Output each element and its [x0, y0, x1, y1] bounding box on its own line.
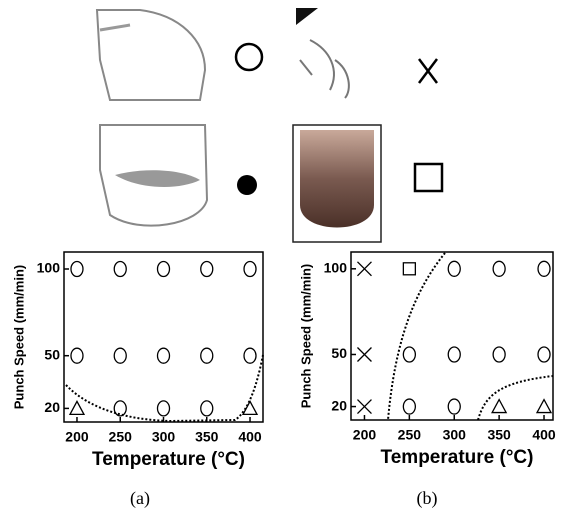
point-circle [158, 348, 170, 363]
x-tick-label: 300 [443, 427, 467, 443]
photo-cross [296, 8, 349, 98]
point-circle [114, 262, 126, 277]
point-cross [357, 400, 371, 414]
legend-square [415, 164, 442, 191]
point-circle [493, 261, 505, 276]
point-triangle [537, 400, 551, 413]
point-square [403, 263, 415, 275]
boundary-curve [66, 355, 263, 421]
y-tick-label: 100 [37, 260, 61, 276]
plot-frame [351, 252, 553, 420]
y-tick-label: 20 [44, 399, 60, 415]
point-circle [403, 347, 415, 362]
x-tick-label: 400 [532, 427, 556, 443]
x-tick-label: 200 [65, 429, 89, 445]
caption: (a) [130, 488, 150, 509]
point-cross [357, 262, 371, 276]
y-tick-label: 50 [331, 345, 347, 361]
point-circle [448, 261, 460, 276]
page: {"chart_data": [ {"type": "scatter", "ca… [0, 0, 569, 520]
legend-cross [419, 59, 437, 83]
point-circle [538, 261, 550, 276]
point-circle [538, 347, 550, 362]
y-axis-title: Punch Speed (mm/min) [11, 265, 26, 409]
x-tick-label: 250 [109, 429, 133, 445]
x-tick-label: 300 [152, 429, 176, 445]
x-tick-label: 400 [238, 429, 262, 445]
point-circle [448, 347, 460, 362]
photo-square [293, 125, 381, 242]
point-circle [448, 399, 460, 414]
legend-filled-circle [237, 175, 257, 195]
point-circle [71, 348, 83, 363]
y-tick-label: 20 [331, 397, 347, 413]
point-circle [114, 401, 126, 416]
x-axis-title: Temperature (°C) [92, 449, 245, 470]
point-circle [71, 262, 83, 277]
photo-open-circle [95, 8, 207, 103]
boundary-curve [388, 253, 445, 420]
boundary-curve [478, 376, 553, 420]
x-axis-title: Temperature (°C) [381, 447, 534, 468]
caption: (b) [417, 488, 438, 509]
point-circle [201, 262, 213, 277]
x-tick-label: 350 [195, 429, 219, 445]
x-tick-label: 250 [398, 427, 422, 443]
plot-frame [64, 252, 263, 422]
point-circle [244, 348, 256, 363]
x-tick-label: 200 [353, 427, 377, 443]
point-circle [158, 401, 170, 416]
x-tick-label: 350 [487, 427, 511, 443]
point-circle [244, 262, 256, 277]
y-axis-title: Punch Speed (mm/min) [298, 264, 313, 408]
point-circle [403, 399, 415, 414]
y-tick-label: 50 [44, 346, 60, 362]
point-cross [357, 347, 371, 361]
point-circle [493, 347, 505, 362]
point-circle [201, 401, 213, 416]
figure: 200 250 300 350 400 20 50 100 Temperature (°C) Pu… [0, 0, 569, 520]
point-circle [201, 348, 213, 363]
point-circle [114, 348, 126, 363]
point-triangle [70, 401, 84, 414]
point-circle [158, 262, 170, 277]
photo-filled-circle [100, 125, 207, 226]
legend-open-circle [236, 44, 262, 70]
point-triangle [492, 400, 506, 413]
y-tick-label: 100 [324, 260, 348, 276]
